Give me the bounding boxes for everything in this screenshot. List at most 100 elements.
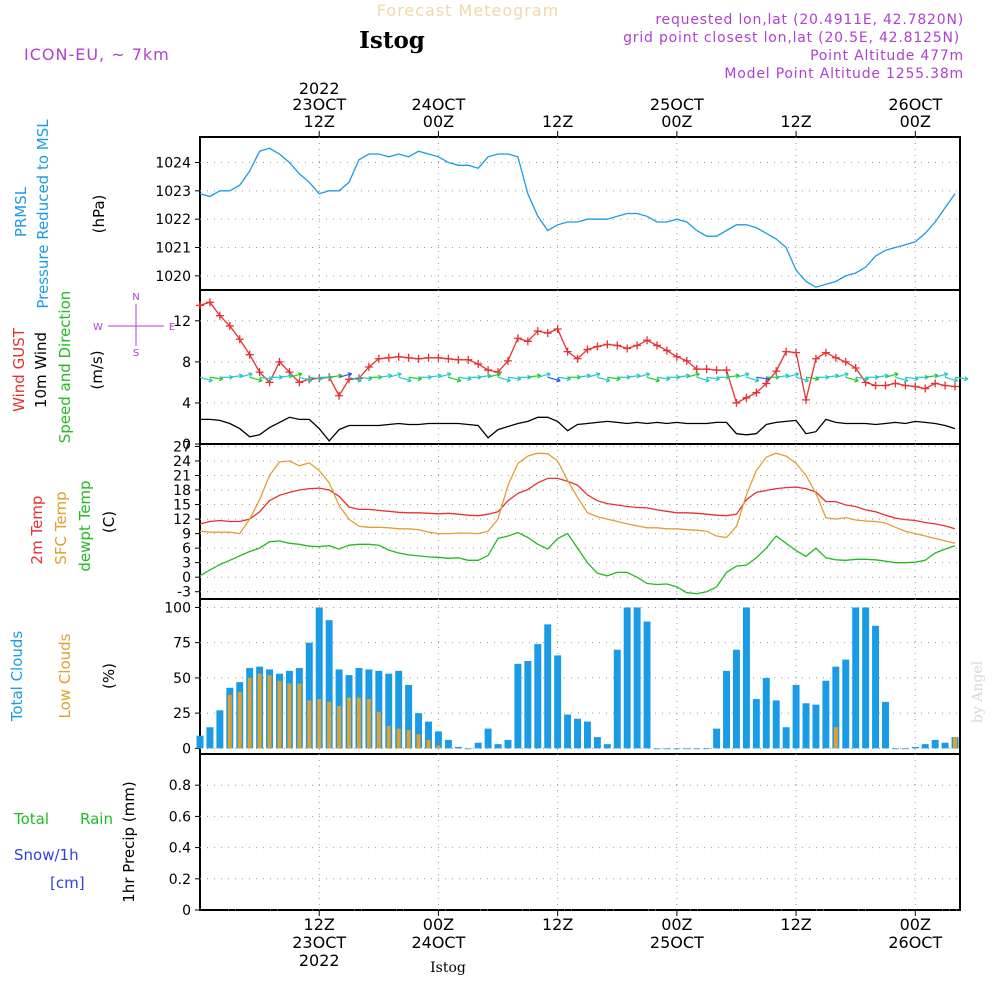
total-cloud-bar (196, 735, 204, 749)
wind-direction-arrow (835, 373, 849, 378)
total-cloud-bar (852, 607, 860, 749)
total-cloud-bar (941, 742, 949, 749)
gust-marker (414, 354, 423, 363)
gust-marker (702, 365, 711, 374)
wind-direction-arrow (726, 374, 740, 378)
gust-marker (245, 350, 254, 359)
low-cloud-bar (337, 706, 342, 749)
temp-axis-labels: 2m Temp SFC Temp dewpt Temp (C) (28, 480, 118, 571)
low-cloud-bar (406, 730, 411, 749)
panel-wind: 0 4 8 12 (173, 289, 969, 453)
wind-arrow-head (893, 372, 899, 378)
wind-arrow-head (854, 377, 859, 383)
wind-direction-arrow (785, 373, 799, 378)
gust-marker (533, 327, 542, 336)
requested-coords: requested lon,lat (20.4911E, 42.7820N) (655, 12, 964, 28)
wind-direction-arrow (954, 376, 968, 380)
wind-arrow-head (446, 372, 452, 378)
grid-point-coords: grid point closest lon,lat (20.5E, 42.81… (623, 30, 960, 46)
wind-direction-arrow (358, 376, 372, 380)
gust-marker (225, 321, 234, 330)
bottom-date-label: 26OCT (888, 933, 942, 952)
low-cloud-bar (257, 673, 262, 749)
total-cloud-bar (574, 718, 581, 749)
total-cloud-bar (375, 670, 383, 749)
gust-marker (563, 347, 572, 356)
top-date-label: 25OCT (650, 95, 704, 114)
wind-10m-line (200, 416, 956, 442)
gust-marker (364, 363, 373, 371)
total-cloud-bar (623, 607, 631, 749)
y-tick-label: 18 (173, 483, 191, 499)
bottom-date-label: 25OCT (650, 933, 704, 952)
panel-frame (199, 289, 961, 445)
gust-marker (484, 366, 493, 375)
gust-marker (553, 325, 562, 334)
compass-south: S (133, 348, 139, 359)
wind-compass: N S W E (93, 292, 175, 359)
gust-marker (662, 346, 671, 355)
y-tick-label: -3 (177, 585, 191, 601)
pressure-line (199, 147, 956, 288)
low-cloud-bar (237, 692, 242, 749)
gust-marker (444, 354, 453, 363)
wind-direction-arrow (249, 376, 263, 382)
wind-direction-arrow (507, 376, 521, 380)
wind-arrow-head (605, 377, 611, 383)
gust-marker (811, 354, 820, 363)
wind-arrow-head (595, 372, 601, 378)
bottom-hour-label: 00Z (661, 915, 692, 934)
wind-arrow-head (943, 372, 949, 378)
gust-marker (235, 335, 244, 344)
wind-arrow-head (754, 377, 760, 383)
y-tick-label: 0.4 (169, 841, 191, 857)
total-label: Total (13, 810, 49, 828)
gust-marker (802, 395, 811, 404)
top-hour-label: 12Z (304, 112, 335, 131)
ms-unit-label: (m/s) (88, 350, 106, 389)
cloud-axis-labels: Total Clouds Low Clouds (%) (8, 631, 118, 723)
y-tick-label: 50 (173, 671, 191, 687)
total-cloud-bar (653, 748, 661, 750)
total-cloud-bar (544, 624, 552, 749)
wind-arrow-head (506, 377, 511, 383)
low-cloud-bar (386, 725, 391, 749)
gust-marker (831, 353, 840, 362)
low-cloud-bar (267, 675, 272, 749)
gust-marker (623, 344, 632, 353)
total-cloud-bar (911, 746, 919, 749)
gust-marker (593, 342, 602, 351)
gust-marker (543, 329, 552, 338)
panel-precip: 0 0.2 0.4 0.6 0.8 (169, 753, 961, 919)
wind-direction-arrow (587, 373, 601, 378)
wind-direction-arrow (547, 376, 561, 382)
gust-marker (394, 352, 403, 361)
total-cloud-bar (703, 748, 711, 750)
wind-direction-arrow (209, 376, 223, 380)
wind-arrow-head (963, 376, 969, 382)
precip-axis-labels: Total Rain Snow/1h [cm] 1hr Precip (mm) (13, 781, 138, 902)
gust-marker (742, 393, 751, 402)
wind-direction-arrow (885, 373, 899, 378)
hpa-unit-label: (hPa) (90, 195, 108, 234)
wind-direction-arrow (487, 373, 501, 378)
t2m-line (199, 477, 956, 530)
credit-watermark: by Angel (970, 660, 986, 723)
total-cloud-bar (554, 655, 562, 749)
pressure-msl-label: Pressure Reduced to MSL (34, 119, 52, 309)
low-cloud-bar (297, 683, 302, 749)
wind-direction-arrow (636, 373, 650, 378)
top-year-label: 2022 (299, 79, 340, 98)
wind-direction-arrow (845, 376, 859, 382)
wind-direction-arrow (855, 376, 869, 380)
wind-direction-arrow (239, 373, 253, 378)
location-title: Istog (359, 27, 425, 54)
wind-direction-arrow (686, 373, 700, 378)
gust-marker (821, 348, 830, 357)
total-cloud-bar (822, 680, 830, 749)
top-date-label: 24OCT (411, 95, 465, 114)
total-cloud-bar (405, 684, 413, 749)
gust-marker (503, 356, 512, 365)
